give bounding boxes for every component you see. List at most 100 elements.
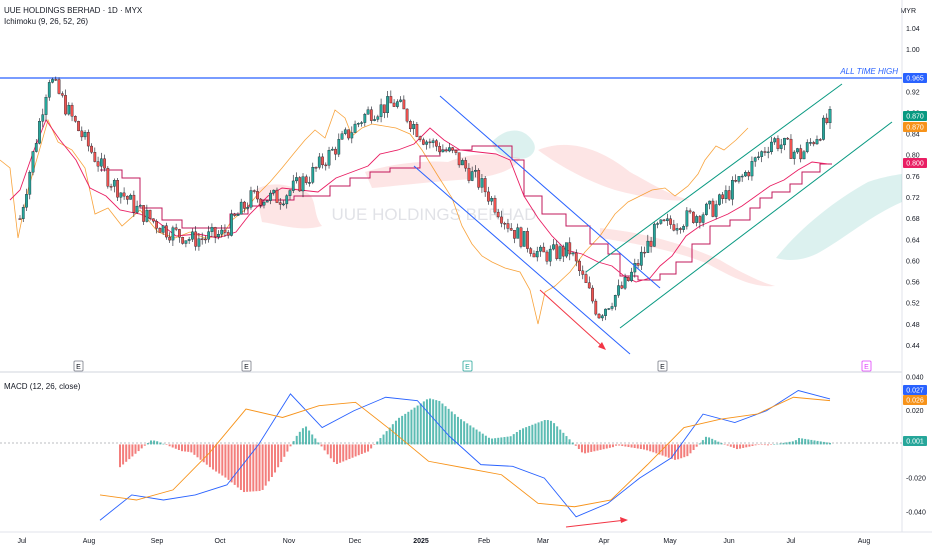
- candle[interactable]: [265, 200, 269, 203]
- candle[interactable]: [415, 121, 419, 138]
- candle[interactable]: [246, 202, 250, 211]
- candle[interactable]: [574, 249, 578, 267]
- candle[interactable]: [230, 209, 233, 237]
- candle[interactable]: [714, 200, 718, 220]
- candle[interactable]: [805, 139, 809, 154]
- candle[interactable]: [757, 151, 760, 161]
- candle[interactable]: [818, 138, 822, 142]
- candle[interactable]: [285, 194, 289, 209]
- candle[interactable]: [802, 149, 806, 160]
- candle[interactable]: [138, 204, 142, 207]
- candle[interactable]: [565, 242, 568, 259]
- candle[interactable]: [477, 168, 481, 190]
- event-markers[interactable]: E E E E E: [73, 360, 872, 372]
- candle[interactable]: [418, 135, 422, 142]
- candle[interactable]: [119, 192, 123, 204]
- candle[interactable]: [386, 90, 389, 118]
- candle[interactable]: [545, 249, 549, 265]
- candle[interactable]: [321, 153, 324, 169]
- candle[interactable]: [652, 222, 656, 247]
- candle[interactable]: [705, 202, 708, 216]
- candle[interactable]: [57, 77, 61, 95]
- candle[interactable]: [451, 146, 455, 154]
- candle[interactable]: [662, 218, 666, 222]
- candle[interactable]: [412, 120, 415, 135]
- candle[interactable]: [288, 189, 292, 200]
- candle[interactable]: [239, 198, 243, 215]
- candle[interactable]: [665, 213, 669, 226]
- candle[interactable]: [226, 230, 230, 239]
- candle[interactable]: [685, 207, 689, 230]
- candle[interactable]: [587, 276, 591, 289]
- candle[interactable]: [776, 135, 780, 152]
- candle[interactable]: [64, 89, 67, 116]
- candle[interactable]: [727, 185, 731, 201]
- candle[interactable]: [578, 259, 581, 276]
- candle[interactable]: [269, 190, 272, 205]
- candle[interactable]: [142, 205, 145, 225]
- candle[interactable]: [766, 146, 770, 159]
- candle[interactable]: [760, 150, 764, 163]
- candle[interactable]: [792, 150, 796, 165]
- candle[interactable]: [161, 225, 165, 235]
- candle[interactable]: [204, 235, 207, 244]
- candle[interactable]: [197, 233, 201, 251]
- candle[interactable]: [353, 120, 357, 133]
- candle[interactable]: [220, 225, 224, 238]
- candle[interactable]: [828, 106, 832, 130]
- indicator-legend[interactable]: Ichimoku (9, 26, 52, 26): [4, 17, 89, 26]
- candle[interactable]: [773, 136, 777, 145]
- candle[interactable]: [272, 189, 276, 196]
- candle[interactable]: [174, 223, 178, 232]
- candle[interactable]: [278, 197, 282, 210]
- candle[interactable]: [178, 228, 181, 243]
- candle[interactable]: [444, 147, 448, 153]
- candle[interactable]: [740, 173, 744, 182]
- candle[interactable]: [613, 294, 617, 311]
- candle[interactable]: [600, 314, 604, 322]
- candle[interactable]: [506, 218, 510, 233]
- candle[interactable]: [366, 106, 370, 115]
- candle[interactable]: [86, 129, 90, 152]
- candle[interactable]: [721, 192, 725, 204]
- candle[interactable]: [256, 185, 259, 203]
- candle[interactable]: [812, 140, 816, 147]
- candle[interactable]: [298, 176, 302, 192]
- candle[interactable]: [522, 231, 526, 247]
- candle[interactable]: [555, 240, 559, 261]
- candle[interactable]: [454, 149, 458, 156]
- candle[interactable]: [233, 212, 237, 217]
- candle[interactable]: [448, 143, 451, 153]
- candle[interactable]: [80, 126, 84, 142]
- candle[interactable]: [187, 236, 191, 245]
- candle[interactable]: [779, 138, 783, 154]
- candle[interactable]: [724, 185, 728, 204]
- candle[interactable]: [112, 178, 116, 193]
- candle[interactable]: [334, 146, 337, 161]
- candle[interactable]: [148, 209, 152, 221]
- candle[interactable]: [392, 99, 396, 108]
- candle[interactable]: [747, 170, 751, 181]
- candle[interactable]: [125, 195, 129, 205]
- macd-divergence-arrow[interactable]: [565, 519, 627, 528]
- candle[interactable]: [786, 137, 790, 140]
- candle[interactable]: [701, 212, 705, 227]
- candle[interactable]: [99, 152, 103, 172]
- candle[interactable]: [487, 186, 490, 205]
- candle[interactable]: [252, 189, 256, 194]
- candle[interactable]: [636, 259, 640, 270]
- candle[interactable]: [129, 193, 132, 200]
- candle[interactable]: [675, 223, 679, 235]
- candle[interactable]: [109, 183, 113, 191]
- candle[interactable]: [343, 127, 347, 136]
- candle[interactable]: [734, 174, 738, 183]
- candle[interactable]: [31, 151, 35, 176]
- candle[interactable]: [308, 176, 311, 187]
- candle[interactable]: [103, 154, 106, 172]
- candle[interactable]: [34, 139, 38, 153]
- candle[interactable]: [708, 200, 712, 210]
- candle[interactable]: [171, 225, 175, 247]
- candle[interactable]: [626, 276, 630, 282]
- candle[interactable]: [70, 102, 74, 122]
